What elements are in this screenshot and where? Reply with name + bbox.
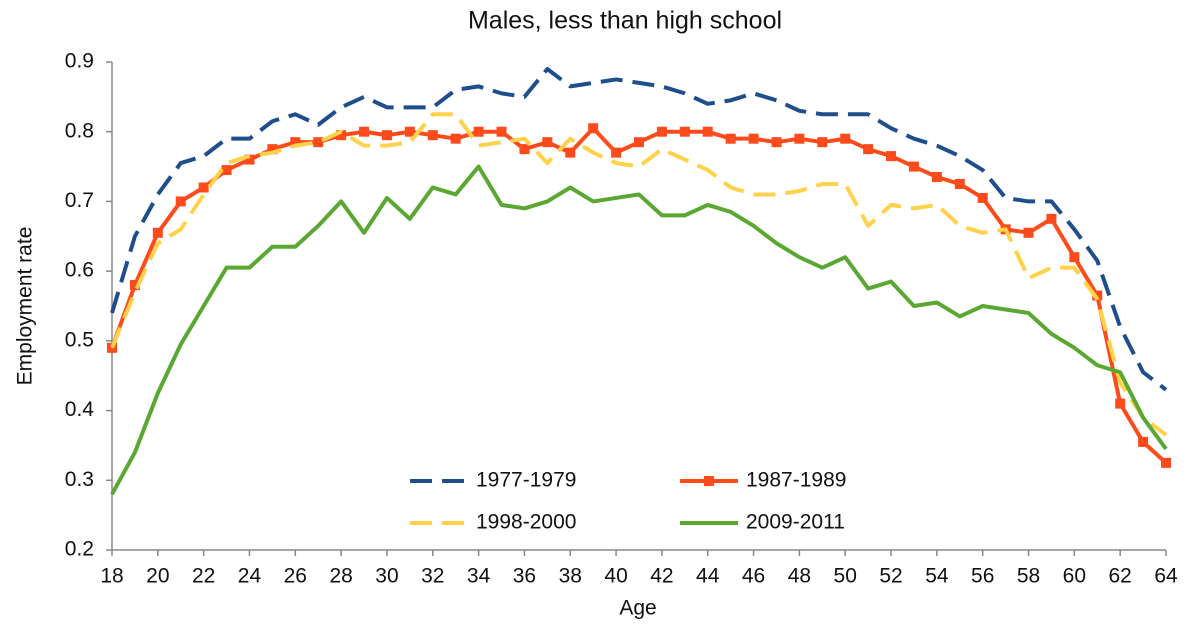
point-marker: [702, 126, 713, 137]
point-marker: [542, 137, 553, 148]
x-tick-label: 30: [375, 565, 398, 588]
x-tick-label: 20: [146, 565, 169, 588]
point-marker: [931, 172, 942, 183]
x-tick-label: 48: [788, 565, 811, 588]
legend-label: 1977-1979: [476, 469, 576, 492]
point-marker: [656, 126, 667, 137]
x-tick-label: 26: [284, 565, 307, 588]
point-marker: [129, 280, 140, 291]
point-marker: [359, 126, 370, 137]
series-line: [110, 164, 1168, 496]
point-marker: [794, 133, 805, 144]
point-marker: [908, 161, 919, 172]
point-marker: [175, 196, 186, 207]
point-marker: [290, 137, 301, 148]
point-marker: [221, 165, 232, 176]
y-tick-label: 0.2: [65, 538, 94, 561]
point-marker: [840, 133, 851, 144]
point-marker: [1115, 398, 1126, 409]
x-axis-label: Age: [619, 597, 656, 620]
point-marker: [863, 144, 874, 155]
y-tick-label: 0.9: [65, 50, 94, 73]
point-marker: [748, 133, 759, 144]
x-tick-label: 64: [1154, 565, 1178, 588]
x-tick-label: 40: [604, 565, 627, 588]
point-marker: [450, 133, 461, 144]
point-marker: [496, 126, 507, 137]
x-tick-label: 58: [1017, 565, 1040, 588]
point-marker: [977, 192, 988, 203]
point-marker: [954, 179, 965, 189]
point-marker: [336, 130, 347, 141]
legend-marker: [704, 476, 714, 486]
legend-label: 1987-1989: [746, 469, 846, 492]
x-tick-label: 18: [100, 565, 123, 588]
x-tick-label: 50: [834, 565, 857, 588]
point-marker: [1046, 213, 1057, 224]
series-line: [110, 66, 1168, 392]
y-tick-label: 0.5: [65, 328, 94, 351]
point-marker: [473, 126, 484, 137]
point-marker: [817, 137, 828, 148]
x-tick-label: 42: [650, 565, 673, 588]
x-tick-label: 38: [559, 565, 582, 588]
chart-title: Males, less than high school: [468, 7, 782, 35]
point-marker: [611, 147, 622, 158]
point-marker: [519, 144, 530, 155]
point-marker: [1023, 227, 1034, 238]
point-marker: [679, 126, 690, 137]
point-marker: [725, 133, 736, 144]
x-tick-label: 32: [421, 565, 444, 588]
x-tick-label: 46: [742, 565, 765, 588]
point-marker: [1138, 436, 1149, 447]
legend-label: 1998-2000: [476, 511, 576, 534]
x-tick-label: 22: [192, 565, 215, 588]
x-tick-label: 62: [1108, 565, 1131, 588]
y-tick-label: 0.7: [65, 189, 94, 212]
point-marker: [267, 144, 278, 155]
point-marker: [588, 123, 599, 134]
point-marker: [198, 182, 209, 193]
point-marker: [152, 227, 163, 238]
x-tick-label: 24: [238, 565, 262, 588]
y-tick-label: 0.6: [65, 259, 94, 282]
y-tick-label: 0.3: [65, 468, 94, 491]
point-marker: [1092, 290, 1103, 301]
legend-label: 2009-2011: [746, 511, 845, 534]
series-line: [110, 126, 1168, 465]
x-tick-label: 56: [971, 565, 994, 588]
series-line: [110, 112, 1168, 437]
x-tick-label: 54: [925, 565, 949, 588]
point-marker: [565, 147, 576, 158]
point-marker: [771, 137, 782, 148]
y-tick-label: 0.8: [65, 119, 94, 142]
x-tick-label: 44: [696, 565, 720, 588]
point-marker: [381, 130, 392, 141]
x-tick-label: 36: [513, 565, 536, 588]
point-marker: [886, 151, 897, 162]
point-marker: [634, 137, 644, 148]
x-tick-label: 28: [329, 565, 352, 588]
y-axis-label: Employment rate: [14, 227, 37, 386]
x-tick-label: 60: [1063, 565, 1086, 588]
point-marker: [313, 137, 324, 148]
point-marker: [244, 154, 255, 165]
y-tick-label: 0.4: [65, 398, 95, 421]
x-tick-label: 34: [467, 565, 491, 588]
point-marker: [1161, 457, 1171, 468]
x-tick-label: 52: [879, 565, 902, 588]
point-marker: [1069, 252, 1080, 263]
point-marker: [427, 130, 438, 141]
point-marker: [404, 126, 415, 137]
